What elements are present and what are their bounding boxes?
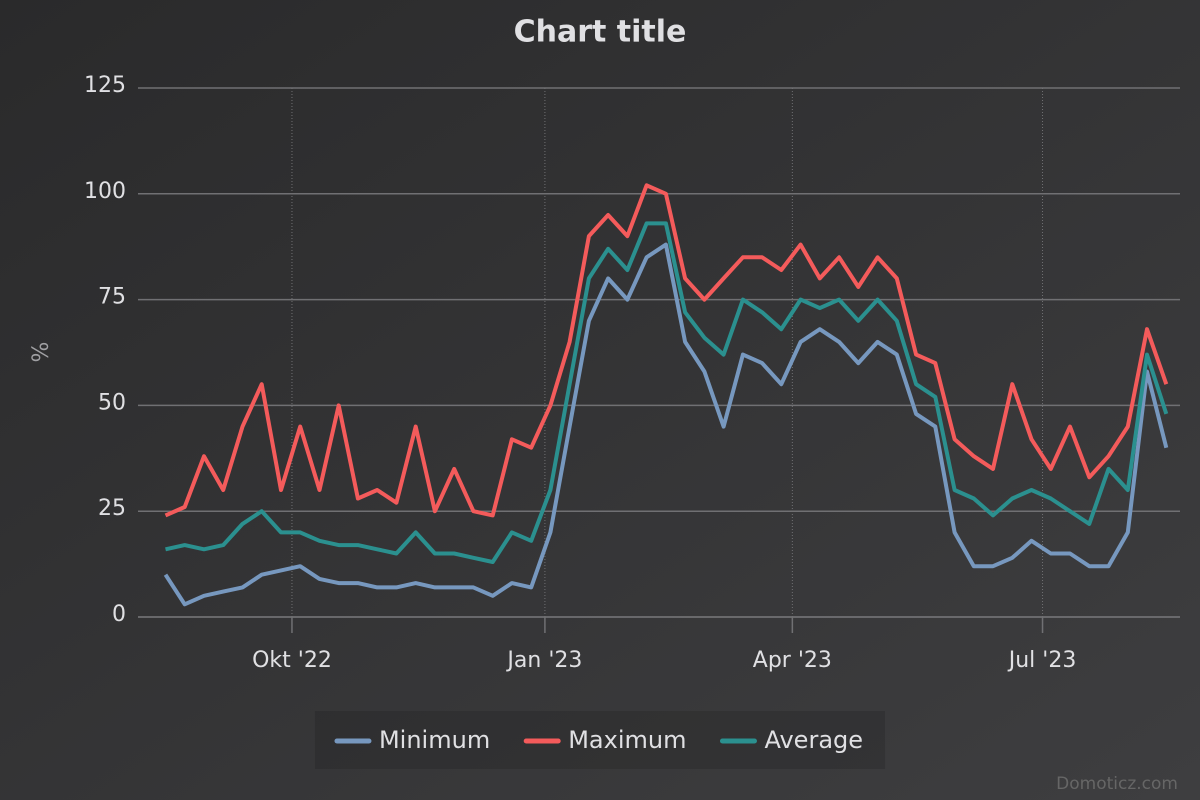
series-line bbox=[164, 183, 1169, 518]
legend: Minimum Maximum Average bbox=[334, 726, 863, 754]
chart-title: Chart title bbox=[514, 15, 687, 50]
y-tick-label: 75 bbox=[98, 285, 126, 310]
y-tick-label: 0 bbox=[112, 602, 126, 627]
y-axis-title: % bbox=[29, 342, 54, 363]
y-tick-label: 125 bbox=[84, 73, 126, 98]
legend-item[interactable]: Average bbox=[719, 726, 863, 754]
credits[interactable]: Domoticz.com bbox=[1056, 774, 1178, 794]
x-tick-label: Apr '23 bbox=[753, 648, 832, 673]
series-line bbox=[165, 221, 1169, 564]
legend-label: Maximum bbox=[568, 726, 686, 754]
legend-label: Average bbox=[764, 726, 863, 754]
y-tick-label: 50 bbox=[98, 390, 126, 415]
x-tick-label: Jul '23 bbox=[1007, 648, 1077, 673]
x-tick-label: Okt '22 bbox=[252, 648, 332, 673]
legend-label: Minimum bbox=[379, 726, 490, 754]
series-line bbox=[163, 242, 1169, 607]
y-tick-label: 25 bbox=[98, 496, 126, 521]
legend-item[interactable]: Maximum bbox=[523, 726, 686, 754]
legend-box bbox=[314, 711, 886, 769]
y-tick-label: 100 bbox=[84, 179, 126, 204]
x-tick-label: Jan '23 bbox=[505, 648, 582, 673]
legend-item[interactable]: Minimum bbox=[334, 726, 490, 754]
